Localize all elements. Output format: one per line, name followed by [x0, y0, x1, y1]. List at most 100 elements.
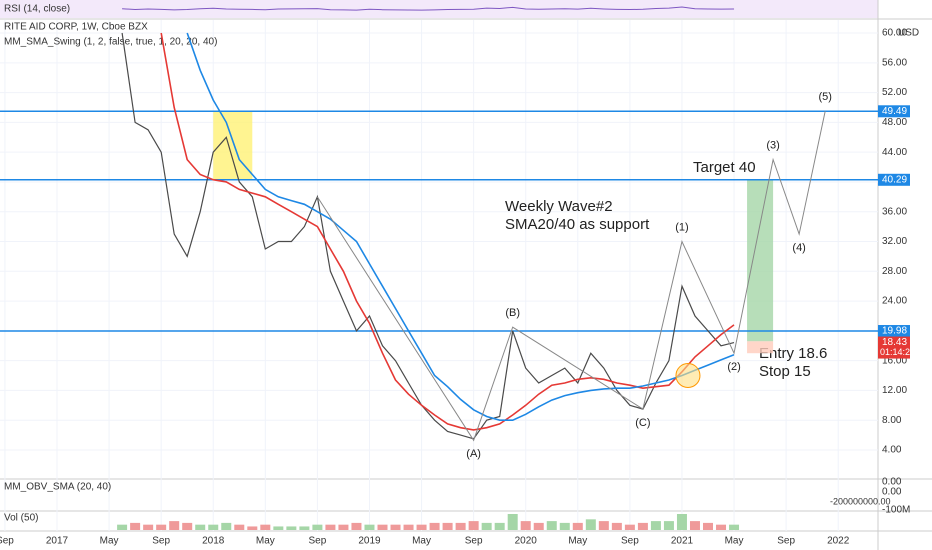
x-tick-label: Sep — [777, 536, 795, 547]
x-tick-label: 2021 — [671, 536, 694, 547]
x-tick-label: May — [725, 536, 744, 547]
obv-tick: 0.00 — [882, 487, 902, 498]
volume-bar — [182, 522, 193, 530]
volume-bar — [156, 524, 167, 530]
annotation: Weekly Wave#2 — [505, 198, 613, 215]
x-tick-label: Sep — [0, 536, 14, 547]
volume-bar — [729, 524, 740, 530]
y-tick-label: 52.00 — [882, 87, 907, 98]
obv-label: MM_OBV_SMA (20, 40) — [4, 482, 111, 493]
y-tick-label: 36.00 — [882, 206, 907, 217]
y-tick-label: 24.00 — [882, 296, 907, 307]
wave-line — [316, 111, 826, 442]
volume-bar — [494, 522, 505, 530]
rsi-pane — [0, 0, 878, 18]
wave-label: (5) — [818, 91, 831, 103]
volume-bar — [455, 522, 466, 530]
volume-bar — [195, 524, 206, 530]
y-tick-label: 60.00 — [882, 28, 907, 39]
level-label-box — [878, 105, 910, 118]
wave-label: (C) — [635, 417, 650, 429]
volume-bar — [208, 524, 219, 530]
vol-label: Vol (50) — [4, 513, 38, 524]
y-tick-label: 28.00 — [882, 266, 907, 277]
x-tick-label: May — [100, 536, 119, 547]
level-label: 40.29 — [882, 174, 907, 185]
volume-bar — [351, 522, 362, 530]
rsi-line — [122, 6, 735, 11]
y-tick-label: 44.00 — [882, 147, 907, 158]
volume-bar — [481, 522, 492, 530]
x-tick-label: May — [412, 536, 431, 547]
price-label: 18.43 — [882, 337, 907, 348]
wave-label: (A) — [466, 448, 481, 460]
x-tick-label: 2017 — [46, 536, 69, 547]
volume-bar — [716, 524, 727, 530]
volume-bar — [598, 521, 609, 530]
y-tick-label: 16.00 — [882, 355, 907, 366]
volume-bar — [247, 526, 258, 530]
volume-bar — [624, 524, 635, 530]
volume-bar — [663, 521, 674, 530]
volume-bar — [559, 522, 570, 530]
obv-tick: -200000000.00 — [830, 496, 891, 506]
volume-bar — [650, 521, 661, 530]
volume-bar — [520, 521, 531, 530]
series-line — [186, 32, 735, 421]
volume-bar — [130, 522, 141, 530]
annotation: Target 40 — [693, 159, 756, 176]
wave-label: (1) — [675, 221, 688, 233]
volume-bar — [585, 519, 596, 530]
volume-bar — [364, 524, 375, 530]
level-label-box — [878, 325, 910, 338]
level-label: 49.49 — [882, 106, 907, 117]
currency: USD — [898, 28, 919, 39]
volume-bar — [338, 524, 349, 530]
annotation: Entry 18.6 — [759, 345, 827, 362]
x-tick-label: 2022 — [827, 536, 850, 547]
volume-bar — [234, 524, 245, 530]
volume-bar — [377, 524, 388, 530]
volume-bar — [676, 514, 687, 530]
volume-bar — [572, 522, 583, 530]
level-label: 19.98 — [882, 326, 907, 337]
volume-bar — [403, 524, 414, 530]
volume-bar — [221, 522, 232, 530]
y-tick-label: 48.00 — [882, 117, 907, 128]
zone — [747, 179, 774, 342]
symbol-label: RITE AID CORP, 1W, Cboe BZX — [4, 22, 148, 33]
volume-bar — [611, 522, 622, 530]
x-tick-label: Sep — [152, 536, 170, 547]
volume-bar — [325, 524, 336, 530]
x-tick-label: 2020 — [515, 536, 538, 547]
volume-bar — [143, 524, 154, 530]
obv-tick: -100M — [882, 505, 910, 516]
volume-bar — [416, 524, 427, 530]
level-label-box — [878, 173, 910, 186]
wave-label: (3) — [766, 140, 779, 152]
volume-bar — [390, 524, 401, 530]
x-tick-label: Sep — [465, 536, 483, 547]
price-label-box — [878, 336, 910, 359]
x-tick-label: Sep — [621, 536, 639, 547]
volume-bar — [468, 521, 479, 530]
y-tick-label: 32.00 — [882, 236, 907, 247]
volume-bar — [703, 522, 713, 530]
volume-bar — [299, 526, 310, 530]
volume-bar — [637, 522, 648, 530]
wave-label: (4) — [792, 242, 805, 254]
x-tick-label: May — [256, 536, 275, 547]
obv-tick: 0.00 — [882, 477, 902, 488]
y-tick-label: 8.00 — [882, 415, 902, 426]
y-tick-label: 4.00 — [882, 445, 902, 456]
series-line — [121, 32, 735, 440]
volume-bar — [442, 522, 453, 530]
volume-bar — [312, 524, 323, 530]
volume-bar — [533, 522, 544, 530]
highlight — [675, 363, 701, 389]
volume-bar — [689, 521, 700, 530]
countdown: 01:14:22 — [880, 347, 915, 357]
annotation: Stop 15 — [759, 363, 811, 380]
